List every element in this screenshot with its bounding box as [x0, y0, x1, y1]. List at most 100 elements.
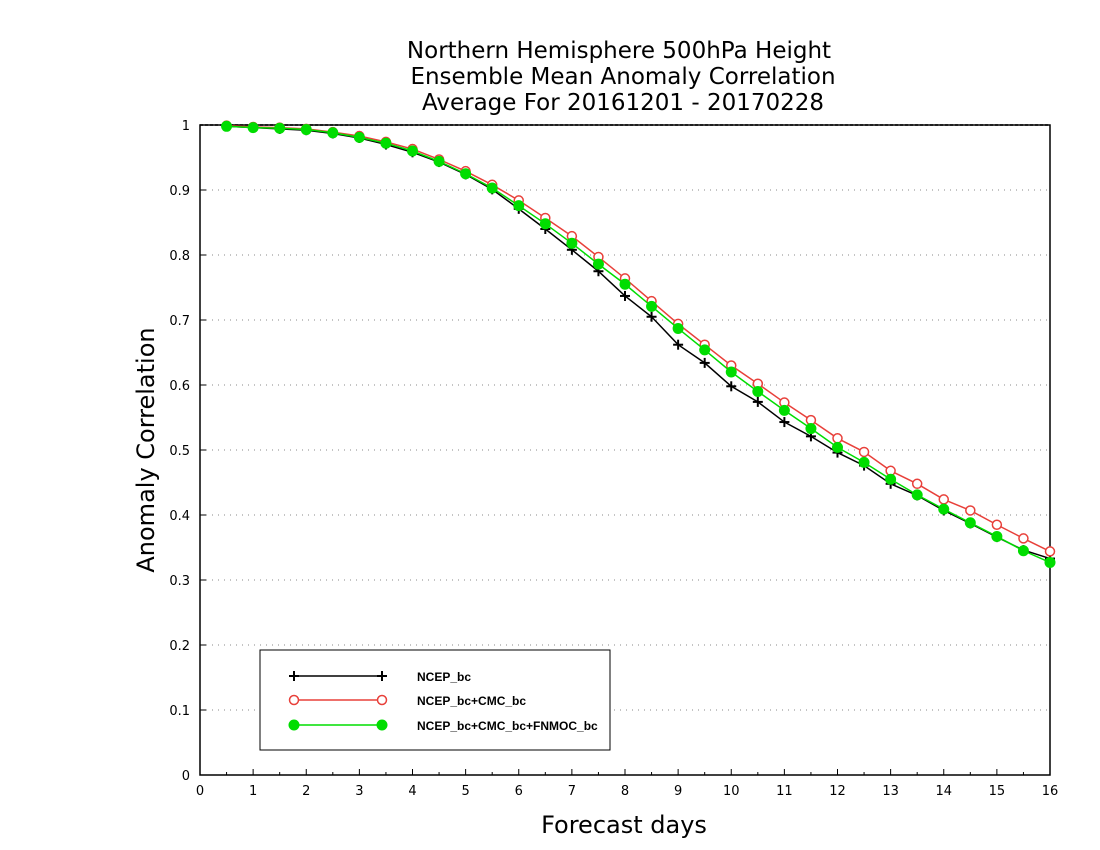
gridlines: [200, 124, 1050, 711]
series-1-point-27: [938, 494, 949, 505]
series-2-point-15: [619, 278, 631, 290]
series-2-point-21: [778, 404, 790, 416]
series-2-point-19: [725, 366, 737, 378]
legend-marker-end-1: [376, 694, 388, 706]
x-tick-label-1: 1: [249, 784, 257, 799]
x-tick-label-9: 9: [674, 784, 682, 799]
series-2-point-28: [964, 517, 976, 529]
y-tick-label-0: 0: [182, 769, 190, 784]
x-tick-label-16: 16: [1042, 784, 1059, 799]
series-2-point-16: [646, 300, 658, 312]
series-0-point-17: [673, 339, 684, 350]
series-2-point-25: [885, 473, 897, 485]
series-2-point-26: [911, 489, 923, 501]
series-2: [221, 120, 1056, 568]
y-axis: 0 0.1 0.2 0.3 0.4 0.5 0.6 0.7 0.8 0.9 1: [169, 119, 206, 784]
series-2-point-29: [991, 530, 1003, 542]
x-axis: 0 1 2 3 4 5 6 7 8 9 10 11 12 13 14 15 16: [196, 769, 1058, 799]
x-tick-label-0: 0: [196, 784, 204, 799]
title-line-2: Ensemble Mean Anomaly Correlation: [410, 64, 835, 90]
series-0-point-21: [779, 417, 790, 428]
x-tick-label-3: 3: [355, 784, 363, 799]
series-0-point-18: [699, 357, 710, 368]
series-1: [221, 120, 1056, 557]
y-tick-label-3: 0.3: [169, 574, 190, 589]
y-tick-label-2: 0.2: [169, 639, 190, 654]
x-tick-label-2: 2: [302, 784, 310, 799]
series-0: [221, 121, 1055, 564]
y-tick-label-6: 0.6: [169, 379, 190, 394]
series-2-point-5: [353, 131, 365, 143]
legend-marker-end-0: [377, 671, 387, 681]
series-2-point-30: [1017, 545, 1029, 557]
series-2-point-8: [433, 155, 445, 167]
x-tick-label-11: 11: [776, 784, 793, 799]
series-2-point-22: [805, 423, 817, 435]
y-tick-label-8: 0.8: [169, 249, 190, 264]
series-0-point-15: [620, 290, 630, 301]
legend-marker-start-0: [289, 671, 299, 681]
y-tick-label-9: 0.9: [169, 184, 190, 199]
y-tick-label-7: 0.7: [169, 314, 190, 329]
series-1-point-29: [991, 519, 1003, 530]
series-2-point-17: [672, 322, 684, 334]
x-tick-label-6: 6: [515, 784, 523, 799]
x-tick-label-5: 5: [461, 784, 469, 799]
y-tick-label-1: 0.1: [169, 704, 190, 719]
legend-marker-start-1: [288, 694, 300, 706]
data-series: [221, 120, 1056, 568]
series-0-point-16: [646, 311, 657, 322]
title-line-1: Northern Hemisphere 500hPa Height: [407, 38, 831, 64]
series-1-point-24: [858, 446, 870, 458]
series-2-point-18: [699, 344, 711, 356]
legend-label-1: NCEP_bc+CMC_bc: [417, 694, 526, 708]
title-line-3: Average For 20161201 - 20170228: [422, 90, 824, 116]
legend-marker-end-2: [376, 719, 388, 731]
x-tick-label-7: 7: [568, 784, 576, 799]
x-tick-label-8: 8: [621, 784, 629, 799]
series-0-point-19: [726, 381, 737, 392]
y-tick-label-4: 0.4: [169, 509, 190, 524]
series-line-0: [226, 125, 1051, 560]
x-tick-label-4: 4: [408, 784, 416, 799]
y-tick-label-10: 1: [182, 119, 190, 134]
series-1-point-30: [1018, 533, 1029, 544]
series-2-point-9: [460, 168, 472, 180]
y-axis-label: Anomaly Correlation: [132, 327, 160, 572]
y-tick-label-5: 0.5: [169, 444, 190, 459]
series-2-point-24: [858, 456, 870, 468]
legend-marker-start-2: [288, 719, 300, 731]
series-2-point-2: [274, 122, 286, 134]
x-tick-label-14: 14: [935, 784, 952, 799]
series-1-point-31: [1044, 546, 1056, 557]
x-tick-label-10: 10: [723, 784, 740, 799]
series-1-point-28: [965, 505, 976, 516]
series-2-point-0: [221, 120, 233, 132]
x-tick-label-13: 13: [882, 784, 899, 799]
series-2-point-14: [592, 258, 604, 270]
series-2-point-13: [566, 237, 578, 249]
series-0-point-20: [752, 396, 763, 407]
series-1-point-23: [832, 433, 843, 444]
series-2-point-20: [752, 386, 764, 397]
x-tick-label-12: 12: [829, 784, 846, 799]
series-2-point-4: [327, 127, 339, 139]
x-tick-label-15: 15: [989, 784, 1006, 799]
series-2-point-31: [1044, 556, 1056, 568]
series-2-point-11: [513, 200, 525, 212]
series-2-point-27: [938, 503, 950, 515]
series-2-point-10: [486, 182, 498, 194]
legend: NCEP_bc NCEP_bc+CMC_bc NCEP_bc+CMC_bc+FNMO…: [259, 649, 611, 751]
x-axis-label: Forecast days: [541, 811, 707, 839]
series-2-point-7: [407, 145, 418, 157]
chart-title: Northern Hemisphere 500hPa Height Ensemb…: [407, 38, 836, 116]
series-2-point-6: [380, 137, 392, 149]
series-2-point-12: [539, 218, 551, 230]
series-line-2: [226, 125, 1051, 564]
legend-label-0: NCEP_bc: [417, 670, 471, 684]
series-2-point-1: [247, 122, 259, 134]
series-1-point-26: [911, 478, 923, 490]
legend-label-2: NCEP_bc+CMC_bc+FNMOC_bc: [417, 719, 598, 733]
series-2-point-3: [300, 124, 312, 136]
